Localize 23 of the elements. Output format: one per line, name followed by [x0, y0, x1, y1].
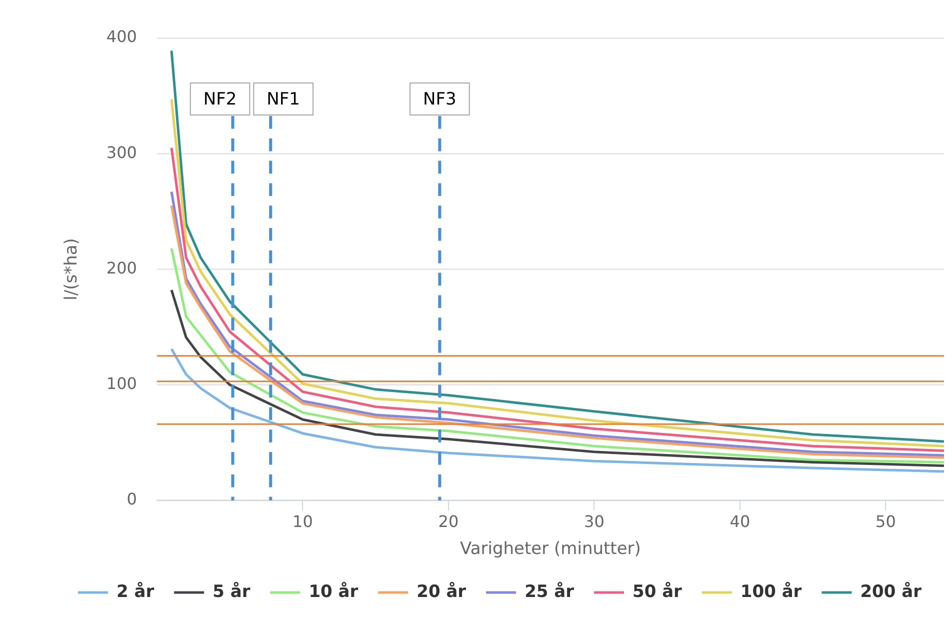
legend-label: 5 år — [212, 580, 251, 602]
y-tick-label: 200 — [106, 258, 137, 278]
y-tick-label: 0 — [126, 490, 137, 509]
ref-line-label: NF3 — [423, 89, 456, 110]
x-tick-label: 20 — [438, 512, 459, 532]
legend-label: 25 år — [524, 580, 575, 602]
x-tick-label: 50 — [876, 512, 896, 532]
x-tick-label: 30 — [584, 512, 604, 532]
ref-line-label: NF1 — [266, 89, 300, 110]
y-tick-label: 400 — [106, 27, 137, 46]
x-tick-label: 10 — [292, 512, 313, 532]
ref-line-label: NF2 — [203, 89, 237, 110]
y-axis-title: l/(s*ha) — [62, 238, 82, 300]
legend-label: 20 år — [416, 580, 467, 602]
legend-label: 200 år — [860, 580, 922, 602]
x-tick-label: 40 — [730, 512, 750, 532]
legend-label: 50 år — [632, 580, 683, 602]
legend-label: 100 år — [740, 580, 802, 602]
y-tick-label: 100 — [106, 374, 137, 393]
x-axis-title: Varigheter (minutter) — [460, 539, 641, 560]
legend-label: 2 år — [116, 580, 155, 602]
y-tick-label: 300 — [106, 142, 137, 162]
legend-label: 10 år — [308, 580, 359, 602]
